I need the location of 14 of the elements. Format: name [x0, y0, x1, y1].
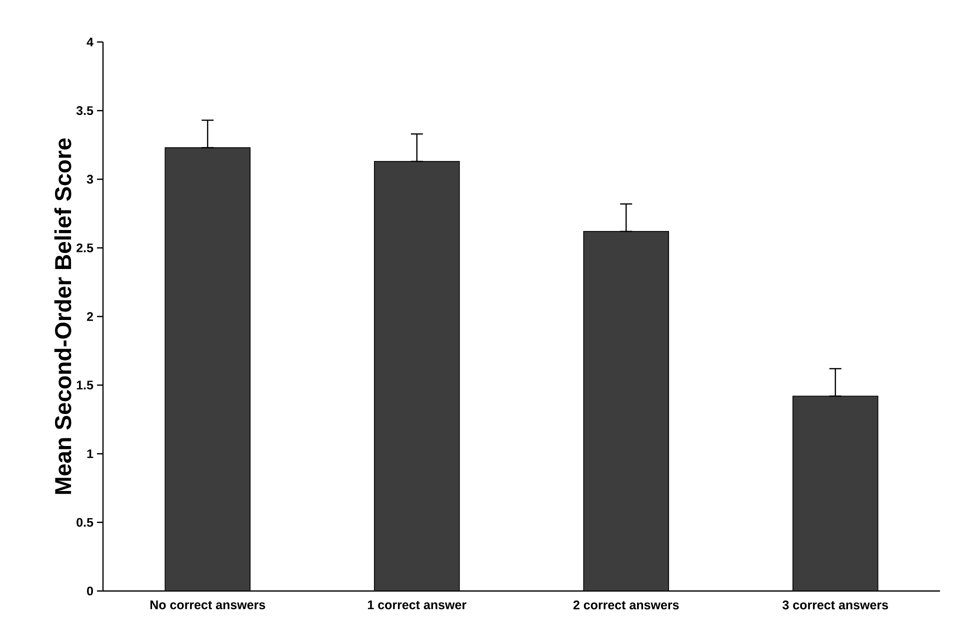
y-tick-label: 2.5 — [76, 243, 94, 252]
x-tick-label: 1 correct answer — [368, 600, 466, 610]
y-tick-label: 3 — [86, 174, 94, 184]
y-tick-label: 0.5 — [76, 518, 94, 527]
y-tick-label: 3.5 — [76, 106, 94, 116]
y-tick-label: 4 — [86, 38, 94, 46]
x-tick-label: 2 correct answers — [573, 600, 679, 610]
x-tick-label: No correct answers — [150, 600, 266, 610]
x-tick-label: 3 correct answers — [782, 600, 888, 610]
y-axis-title: Mean Second-Order Belief Score — [54, 138, 72, 494]
y-tick-label: 0 — [87, 586, 93, 596]
y-tick-label: 1.5 — [76, 380, 94, 390]
y-tick-label: 1 — [87, 449, 94, 458]
y-tick-label: 2 — [86, 312, 93, 321]
